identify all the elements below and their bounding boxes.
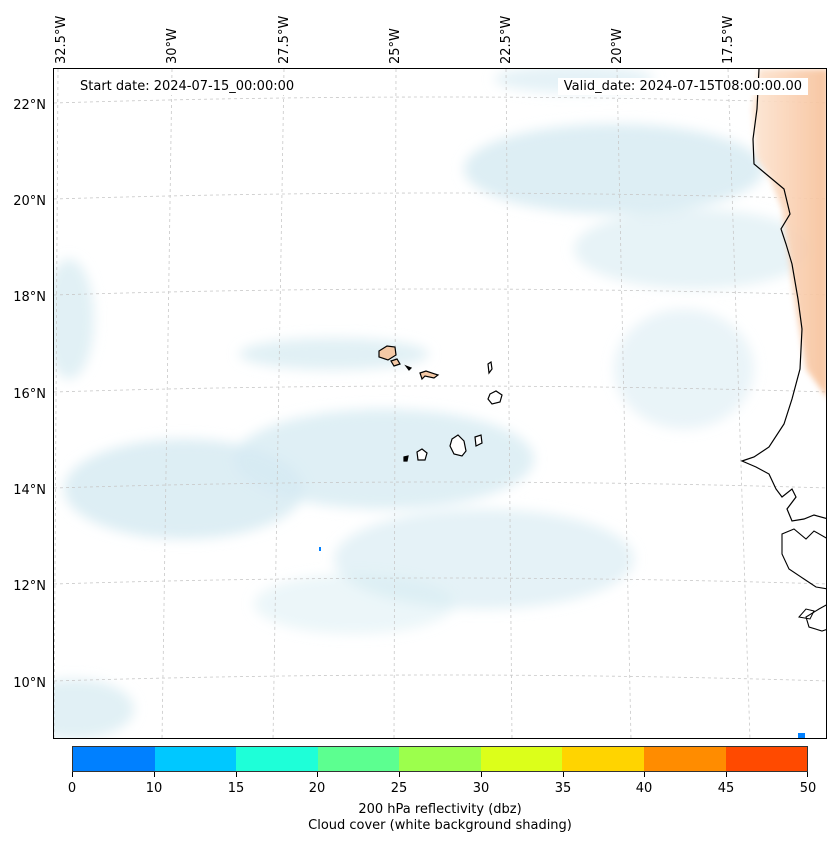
island-boa-vista bbox=[487, 390, 503, 405]
map-canvas bbox=[54, 69, 826, 738]
colorbar-segment-4 bbox=[399, 747, 481, 771]
colorbar-label-reflectivity: 200 hPa reflectivity (dbz) bbox=[358, 802, 522, 817]
colorbar-segment-3 bbox=[317, 747, 400, 771]
lat-label-20n: 20°N bbox=[13, 194, 46, 209]
cloud-patch-northeast bbox=[574, 209, 814, 289]
parallel-18n bbox=[54, 288, 826, 296]
colorbar-tick-label-2: 15 bbox=[227, 781, 245, 796]
island-santa-luzia bbox=[404, 364, 413, 371]
lon-label-25w: 25°W bbox=[388, 28, 403, 64]
island-sal bbox=[487, 360, 493, 375]
colorbar-label-cloud-cover: Cloud cover (white background shading) bbox=[308, 818, 572, 833]
parallel-16n bbox=[54, 385, 826, 393]
lat-label-14n: 14°N bbox=[13, 483, 46, 498]
lat-label-22n: 22°N bbox=[13, 98, 46, 113]
lat-label-16n: 16°N bbox=[13, 387, 46, 402]
colorbar-segment-2 bbox=[236, 747, 318, 771]
island-sao-nicolau bbox=[419, 370, 440, 381]
colorbar-tick-mark-5 bbox=[481, 772, 482, 777]
map-panel[interactable]: Start date: 2024-07-15_00:00:00 Valid_da… bbox=[53, 68, 827, 739]
coast-detail-2 bbox=[805, 604, 826, 632]
island-santo-antao bbox=[378, 345, 397, 361]
island-fogo bbox=[416, 448, 428, 461]
colorbar-tick-label-6: 35 bbox=[554, 781, 572, 796]
parallel-14n bbox=[54, 481, 826, 489]
colorbar-tick-label-7: 40 bbox=[635, 781, 653, 796]
lat-label-18n: 18°N bbox=[13, 290, 46, 305]
reflectivity-speck-2 bbox=[798, 733, 805, 738]
cloud-patch-streak bbox=[239, 338, 429, 370]
parallel-10n bbox=[54, 674, 826, 682]
lat-label-12n: 12°N bbox=[13, 579, 46, 594]
colorbar-tick-label-5: 30 bbox=[472, 781, 490, 796]
cloud-patch-southwest bbox=[54, 679, 134, 738]
colorbar-segment-8 bbox=[725, 747, 808, 771]
colorbar-segment-0 bbox=[73, 747, 155, 771]
coast-detail-3 bbox=[798, 608, 815, 620]
island-maio bbox=[474, 434, 483, 447]
meridian-22-5w bbox=[505, 69, 513, 738]
colorbar-tick-label-8: 45 bbox=[717, 781, 735, 796]
colorbar-tick-label-4: 25 bbox=[390, 781, 408, 796]
colorbar-tick-mark-8 bbox=[726, 772, 727, 777]
reflectivity-colorbar bbox=[72, 746, 808, 772]
island-santiago bbox=[449, 434, 467, 457]
africa-coastline bbox=[740, 69, 826, 522]
cloud-patch-east-mid bbox=[614, 309, 754, 429]
colorbar-tick-mark-6 bbox=[563, 772, 564, 777]
colorbar-segment-7 bbox=[643, 747, 726, 771]
colorbar-segment-1 bbox=[154, 747, 237, 771]
cloud-cover-shading bbox=[54, 69, 814, 738]
lon-label-17-5w: 17.5°W bbox=[721, 15, 736, 64]
cape-verde-islands bbox=[378, 345, 503, 462]
parallel-20n bbox=[54, 192, 826, 200]
island-brava bbox=[403, 455, 409, 462]
cloud-patch-band-center bbox=[234, 409, 534, 509]
cloud-patch-south-center bbox=[254, 574, 454, 634]
colorbar-ticks: 0 10 15 20 25 30 35 40 45 50 bbox=[68, 772, 816, 802]
meridian-27-5w bbox=[272, 69, 285, 738]
meridian-30w bbox=[161, 69, 173, 738]
coast-detail-1 bbox=[781, 528, 826, 590]
cloud-patch-west-edge bbox=[54, 259, 94, 379]
lon-label-20w: 20°W bbox=[610, 28, 625, 64]
lon-label-30w: 30°W bbox=[165, 28, 180, 64]
valid-date-label: Valid_date: 2024-07-15T08:00:00.00 bbox=[557, 78, 808, 95]
colorbar-tick-mark-2 bbox=[236, 772, 237, 777]
parallel-12n bbox=[54, 577, 826, 585]
reflectivity-speck-1 bbox=[319, 547, 321, 551]
lat-label-10n: 10°N bbox=[13, 676, 46, 691]
meridian-17-5w bbox=[727, 69, 751, 738]
colorbar-tick-label-1: 10 bbox=[145, 781, 163, 796]
colorbar-tick-mark-9 bbox=[807, 772, 808, 777]
start-date-label: Start date: 2024-07-15_00:00:00 bbox=[74, 78, 301, 95]
colorbar-segment-5 bbox=[480, 747, 563, 771]
colorbar-tick-label-9: 50 bbox=[799, 781, 817, 796]
colorbar-tick-mark-0 bbox=[72, 772, 73, 777]
lon-label-22-5w: 22.5°W bbox=[499, 15, 514, 64]
graticule bbox=[54, 69, 826, 738]
colorbar-tick-mark-3 bbox=[317, 772, 318, 777]
meridian-20w bbox=[616, 69, 632, 738]
cloud-patch-north bbox=[464, 124, 764, 214]
colorbar-tick-mark-1 bbox=[154, 772, 155, 777]
colorbar-tick-mark-4 bbox=[399, 772, 400, 777]
longitude-labels: 32.5°W 30°W 27.5°W 25°W 22.5°W 20°W 17.5… bbox=[0, 0, 837, 66]
land-shading-africa bbox=[752, 69, 826, 397]
colorbar-segment-6 bbox=[562, 747, 644, 771]
meridian-25w bbox=[393, 69, 397, 738]
colorbar-tick-mark-7 bbox=[644, 772, 645, 777]
lon-label-27-5w: 27.5°W bbox=[277, 15, 292, 64]
island-sao-vicente bbox=[390, 358, 401, 367]
parallel-22n bbox=[54, 96, 826, 104]
meridian-32-5w bbox=[54, 69, 59, 738]
colorbar-tick-label-3: 20 bbox=[308, 781, 326, 796]
lon-label-32-5w: 32.5°W bbox=[54, 15, 69, 64]
colorbar-tick-label-0: 0 bbox=[67, 781, 77, 796]
